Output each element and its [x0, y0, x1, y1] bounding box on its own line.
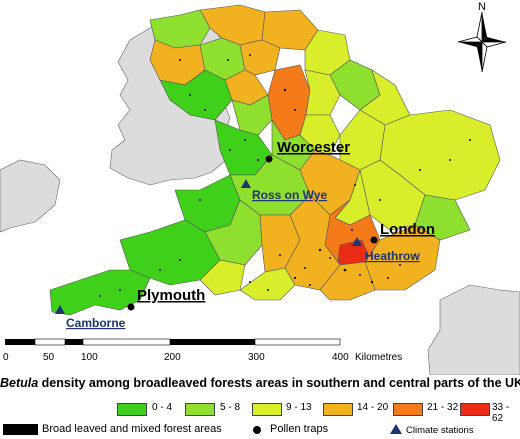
county-region: [319, 261, 376, 301]
label-camborne: Camborne: [66, 316, 126, 330]
scale-tick: 50: [43, 352, 55, 363]
legend-label-4: 21 - 32: [427, 402, 459, 413]
map-caption: Betula density among broadleaved forests…: [0, 376, 520, 390]
legend-swatch-4: [393, 403, 423, 416]
climate-station-camborne: [55, 305, 65, 314]
label-london: London: [380, 221, 435, 238]
north-label: N: [478, 1, 486, 13]
legend-swatch-2: [252, 403, 282, 416]
pollen-trap-plymouth: [127, 303, 135, 311]
forest-swatch: [3, 424, 38, 435]
caption-text: density among broadleaved forests areas …: [38, 376, 520, 390]
label-ross-on-wye: Ross on Wye: [252, 188, 327, 202]
county-regions: [49, 4, 501, 316]
scale-tick: 300: [248, 352, 265, 363]
county-region: [239, 39, 281, 76]
climate-legend-icon: [390, 424, 402, 434]
climate-station-heathrow: [352, 237, 362, 246]
scale-tick: 0: [3, 352, 9, 363]
pollen-trap-worcester: [265, 155, 273, 163]
legend-label-0: 0 - 4: [152, 402, 173, 413]
pollen-legend-label: Pollen traps: [270, 423, 329, 435]
label-heathrow: Heathrow: [365, 249, 420, 263]
legend-swatch-0: [117, 403, 147, 416]
scale-bar: [5, 338, 341, 346]
scale-unit: Kilometres: [355, 352, 402, 363]
north-arrow-icon: [457, 11, 507, 73]
forest-areas: [99, 54, 471, 297]
climate-station-ross: [241, 179, 251, 188]
county-region: [239, 267, 296, 301]
county-region: [199, 259, 246, 296]
legend-label-2: 9 - 13: [286, 402, 312, 413]
france-land: [427, 284, 520, 375]
caption-italic: Betula: [0, 376, 39, 390]
county-region: [414, 194, 471, 241]
legend-label-5: 33 - 62: [492, 402, 510, 424]
scale-tick: 200: [164, 352, 181, 363]
legend-label-1: 5 - 8: [220, 402, 241, 413]
legend-swatch-3: [323, 403, 353, 416]
legend-swatch-1: [185, 403, 215, 416]
ireland-land: [0, 159, 61, 233]
label-worcester: Worcester: [277, 139, 350, 156]
pollen-legend-dot: [253, 426, 261, 434]
forest-legend-label: Broad leaved and mixed forest areas: [42, 423, 222, 435]
scale-tick: 100: [81, 352, 98, 363]
climate-legend-label: Climate stations: [406, 425, 474, 436]
legend-label-3: 14 - 20: [357, 402, 389, 413]
map-canvas: N Worcester Ross on Wye London Heathrow …: [0, 1, 520, 375]
scale-tick: 400: [332, 352, 349, 363]
county-region: [364, 224, 441, 291]
label-plymouth: Plymouth: [137, 287, 205, 304]
legend-swatch-5: [460, 403, 490, 416]
pollen-trap-london: [370, 236, 378, 244]
county-region: [49, 269, 151, 316]
